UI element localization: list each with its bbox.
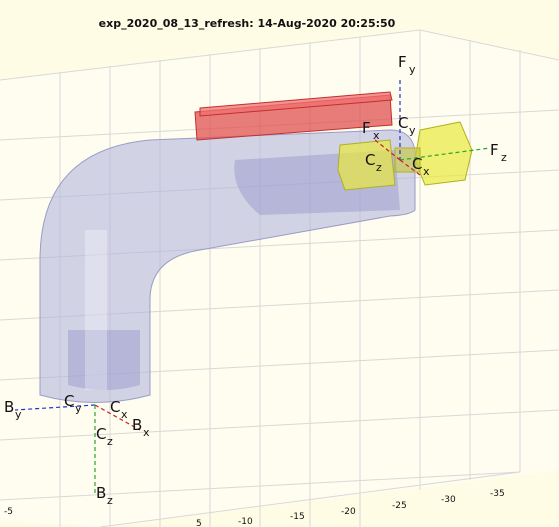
label-sub: x bbox=[423, 165, 430, 178]
axes-lines bbox=[14, 80, 491, 495]
tick-label: -30 bbox=[441, 495, 456, 505]
tick-label: -20 bbox=[341, 507, 356, 517]
label-main: C bbox=[110, 398, 120, 416]
tick-label: 5 bbox=[196, 519, 202, 527]
label-main: F bbox=[398, 53, 407, 71]
label-sub: x bbox=[143, 426, 150, 439]
label-sub: z bbox=[376, 161, 382, 174]
label-main: C bbox=[64, 392, 74, 410]
label-sub: x bbox=[373, 129, 380, 142]
label-main: C bbox=[365, 151, 375, 169]
label-main: B bbox=[96, 484, 106, 502]
label-main: B bbox=[132, 416, 142, 434]
tick-labels: -5 5 -10 -15 -20 -25 -30 -35 bbox=[4, 489, 505, 527]
label-sub: y bbox=[15, 408, 22, 421]
tick-label: -10 bbox=[238, 517, 253, 527]
label-main: F bbox=[362, 119, 371, 137]
label-main: B bbox=[4, 398, 14, 416]
label-main: F bbox=[490, 141, 499, 159]
label-sub: z bbox=[107, 494, 113, 507]
figure-title: exp_2020_08_13_refresh: 14-Aug-2020 20:2… bbox=[99, 17, 396, 30]
label-main: C bbox=[398, 114, 408, 132]
label-sub: y bbox=[409, 63, 416, 76]
tick-label: -35 bbox=[490, 489, 505, 499]
tick-label: -25 bbox=[392, 501, 407, 511]
label-sub: x bbox=[121, 408, 128, 421]
label-main: C bbox=[412, 155, 422, 173]
label-sub: z bbox=[501, 151, 507, 164]
label-sub: y bbox=[75, 402, 82, 415]
label-main: C bbox=[96, 425, 106, 443]
label-sub: y bbox=[409, 124, 416, 137]
tick-label: -15 bbox=[290, 512, 305, 522]
label-sub: z bbox=[107, 435, 113, 448]
tick-label: -5 bbox=[4, 507, 13, 517]
fins bbox=[194, 91, 393, 141]
